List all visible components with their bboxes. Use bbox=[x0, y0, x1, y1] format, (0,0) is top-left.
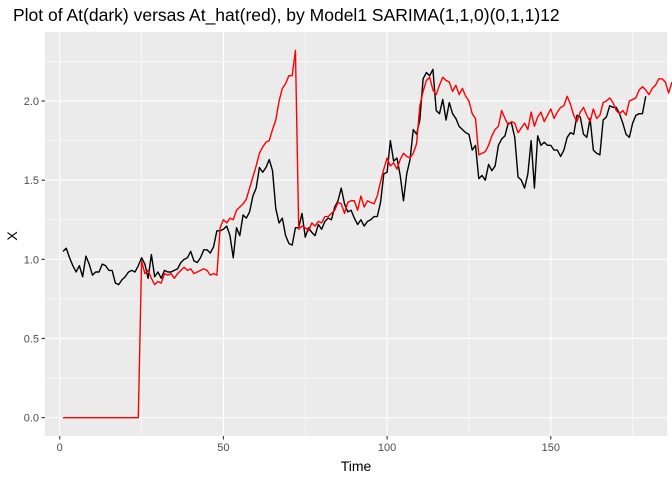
x-tick-label: 50 bbox=[217, 442, 229, 454]
chart-title: Plot of At(dark) versas At_hat(red), by … bbox=[13, 5, 560, 26]
y-axis: 0.0 0.5 1.0 1.5 2.0 bbox=[24, 96, 45, 425]
minor-grid bbox=[45, 32, 667, 436]
x-tick-label: 100 bbox=[378, 442, 396, 454]
x-axis-title: Time bbox=[341, 458, 372, 474]
y-tick-label: 2.0 bbox=[24, 96, 39, 108]
series-line-dark bbox=[62, 68, 647, 286]
y-tick-label: 1.0 bbox=[24, 254, 39, 266]
major-grid bbox=[45, 32, 667, 436]
x-tick-label: 150 bbox=[542, 442, 560, 454]
x-tick-label: 0 bbox=[57, 442, 63, 454]
y-tick-label: 0.0 bbox=[24, 413, 39, 425]
y-tick-label: 1.5 bbox=[24, 175, 39, 187]
series-line-red bbox=[63, 49, 672, 419]
x-axis: 0 50 100 150 bbox=[57, 436, 560, 454]
y-axis-title: X bbox=[4, 231, 20, 241]
y-tick-label: 0.5 bbox=[24, 333, 39, 345]
series-layer bbox=[62, 49, 672, 419]
plot-panel bbox=[45, 32, 667, 436]
